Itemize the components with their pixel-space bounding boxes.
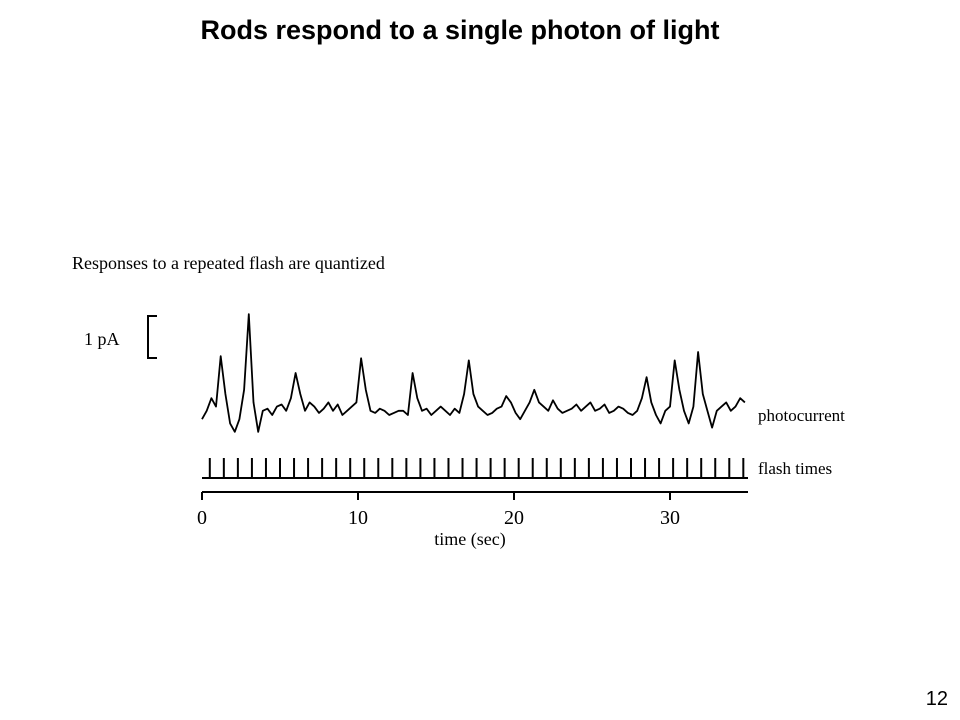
x-tick-label: 0 xyxy=(197,507,207,529)
series-label-flash-times: flash times xyxy=(758,459,832,478)
photocurrent-trace xyxy=(201,313,746,433)
page-number: 12 xyxy=(925,688,948,710)
x-tick-label: 20 xyxy=(504,507,524,529)
series-label-photocurrent: photocurrent xyxy=(758,406,845,425)
x-tick-label: 30 xyxy=(660,507,680,529)
x-tick-label: 10 xyxy=(348,507,368,529)
plot-area: 0 10 20 30 xyxy=(197,313,748,529)
slide-title: Rods respond to a single photon of light xyxy=(200,15,720,45)
x-axis-label: time (sec) xyxy=(434,529,505,550)
scale-bar xyxy=(147,315,157,359)
chart-title: Responses to a repeated flash are quanti… xyxy=(72,253,385,273)
scale-bar-label: 1 pA xyxy=(84,329,120,349)
